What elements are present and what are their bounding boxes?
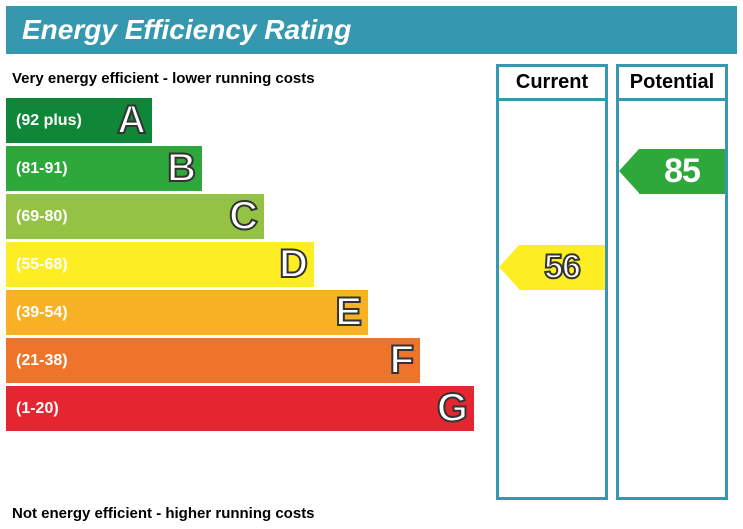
band-c: (69-80) C [6,194,264,239]
band-range: (55-68) [6,256,68,274]
band-range: (81-91) [6,160,68,178]
note-efficient: Very energy efficient - lower running co… [12,70,315,87]
band-letter: D [279,242,308,287]
band-range: (92 plus) [6,112,82,130]
potential-column: Potential 85 [616,64,728,500]
main-area: Very energy efficient - lower running co… [0,54,743,500]
note-inefficient: Not energy efficient - higher running co… [12,505,315,522]
band-letter: B [167,146,196,191]
band-range: (39-54) [6,304,68,322]
potential-arrow: 85 [639,149,725,194]
band-range: (69-80) [6,208,68,226]
potential-body: 85 [619,101,725,497]
current-column: Current 56 [496,64,608,500]
current-arrow: 56 [519,245,605,290]
band-d: (55-68) D [6,242,314,287]
band-letter: C [229,194,258,239]
chart-area: Very energy efficient - lower running co… [6,64,496,500]
band-range: (21-38) [6,352,68,370]
band-letter: E [335,290,362,335]
current-header: Current [499,67,605,101]
band-letter: G [437,386,468,431]
bands-container: (92 plus)A(81-91)B(69-80)C(55-68)D(39-54… [6,98,496,431]
band-g: (1-20) G [6,386,474,431]
potential-value: 85 [664,152,700,191]
rating-columns: Current 56 Potential 85 [496,64,728,500]
band-range: (1-20) [6,400,59,418]
current-value: 56 [544,248,580,287]
title-bar: Energy Efficiency Rating [6,6,737,54]
band-b: (81-91) B [6,146,202,191]
band-letter: F [390,338,414,383]
band-a: (92 plus) A [6,98,152,143]
band-letter: A [117,98,146,143]
band-e: (39-54) E [6,290,368,335]
band-f: (21-38) F [6,338,420,383]
current-body: 56 [499,101,605,497]
potential-header: Potential [619,67,725,101]
